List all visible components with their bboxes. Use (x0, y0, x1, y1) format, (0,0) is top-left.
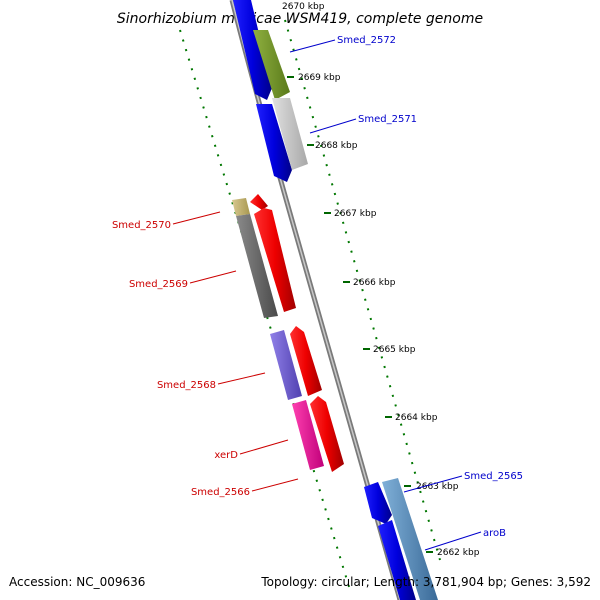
gene-xerd-block[interactable] (292, 400, 324, 470)
accession-text: Accession: NC_009636 (9, 575, 145, 589)
tick-marks (287, 76, 433, 553)
gene-label-smed-2570[interactable]: Smed_2570 (112, 220, 171, 231)
tick-label: 2667 kbp (334, 209, 377, 219)
gene-label-smed-2565[interactable]: Smed_2565 (464, 471, 523, 482)
gene-smed-2568-arrow[interactable] (290, 326, 322, 396)
gene-label-smed-2571[interactable]: Smed_2571 (358, 114, 417, 125)
tick-label: 2663 kbp (416, 482, 459, 492)
tick-label: 2669 kbp (298, 73, 341, 83)
gene-label-smed-2568[interactable]: Smed_2568 (157, 380, 216, 391)
tick-label: 2666 kbp (353, 278, 396, 288)
gene-label-arob[interactable]: aroB (483, 528, 506, 539)
label-leader (403, 475, 463, 493)
label-leader (309, 118, 357, 134)
gene-smed-2569-arrow[interactable] (254, 208, 296, 312)
tick-label: 2668 kbp (315, 141, 358, 151)
gene-label-smed-2569[interactable]: Smed_2569 (129, 279, 188, 290)
label-leader (289, 39, 336, 53)
gene-olive-block[interactable] (253, 30, 290, 100)
label-leader (217, 372, 266, 385)
map-title: Sinorhizobium medicae WSM419, complete g… (117, 11, 483, 27)
tick-label: 2670 kbp (282, 2, 325, 12)
gene-smed-2571-arrow[interactable] (256, 104, 292, 182)
gene-label-xerd[interactable]: xerD (214, 450, 238, 461)
gene-smed-2569-block[interactable] (236, 214, 278, 318)
gene-label-smed-2566[interactable]: Smed_2566 (191, 487, 250, 498)
tick-label: 2662 kbp (437, 548, 480, 558)
gene-gray-block[interactable] (272, 98, 308, 170)
gene-label-smed-2572[interactable]: Smed_2572 (337, 35, 396, 46)
label-leader (239, 439, 289, 455)
genome-summary-text: Topology: circular; Length: 3,781,904 bp… (260, 575, 591, 589)
tick-label: 2665 kbp (373, 345, 416, 355)
label-leader (424, 531, 482, 551)
gene-smed-2572-arrow[interactable] (233, 0, 272, 100)
gc-track-right (284, 19, 441, 561)
tick-label: 2664 kbp (395, 413, 438, 423)
gene-arob-arrow[interactable] (378, 520, 416, 600)
gene-smed-2570-arrow[interactable] (250, 194, 268, 210)
label-leader (189, 270, 237, 284)
gene-smed-2565-block[interactable] (382, 478, 438, 600)
label-leader (172, 211, 221, 225)
gene-smed-2566-arrow[interactable] (310, 396, 344, 472)
gene-smed-2565-arrow[interactable] (364, 482, 392, 524)
gene-smed-2568-block[interactable] (270, 330, 302, 400)
gene-smed-2570-block[interactable] (232, 198, 250, 216)
label-leader (251, 478, 299, 492)
